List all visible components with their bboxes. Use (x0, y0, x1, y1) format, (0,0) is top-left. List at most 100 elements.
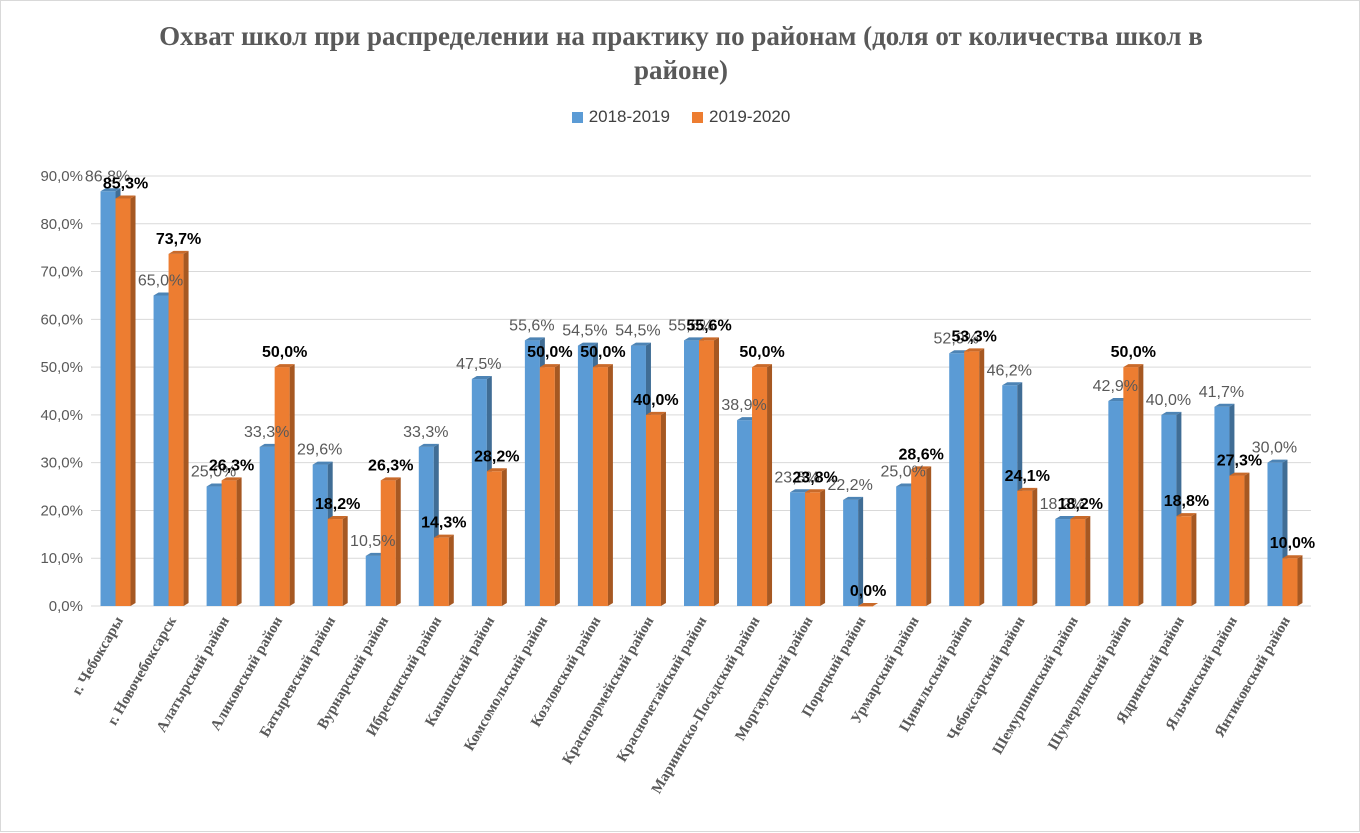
bar-top-series-1 (115, 195, 136, 199)
bar-top-series-1 (539, 364, 560, 368)
bar-top-series-0 (1002, 382, 1023, 386)
bar-series-1 (327, 519, 343, 606)
bar-side-series-1 (554, 364, 560, 606)
y-tick-label: 20,0% (40, 502, 83, 519)
bar-top-series-1 (1017, 487, 1038, 491)
bar-series-0 (365, 555, 381, 606)
x-tick-label: Красноармейский район (560, 614, 658, 767)
bar-top-series-0 (1055, 516, 1076, 520)
bar-series-0 (737, 420, 753, 606)
data-label-series-1: 53,3% (952, 328, 997, 345)
data-label-series-1: 50,0% (739, 344, 784, 361)
bar-series-1 (539, 367, 555, 606)
data-label-series-0: 40,0% (1146, 392, 1191, 409)
chart-legend: 2018-2019 2019-2020 (1, 107, 1360, 127)
bar-top-series-1 (380, 477, 401, 481)
bar-series-0 (312, 464, 328, 606)
data-label-series-1: 55,6% (686, 317, 731, 334)
bar-series-1 (752, 367, 768, 606)
bar-side-series-1 (979, 348, 985, 606)
bar-side-series-1 (448, 534, 454, 606)
data-label-series-0: 25,0% (191, 464, 236, 481)
bar-side-series-1 (1191, 513, 1197, 606)
bar-top-series-1 (1229, 472, 1250, 476)
data-label-series-0: 86,8% (85, 168, 130, 185)
bar-side-series-1 (820, 489, 826, 606)
bar-series-0 (949, 353, 965, 606)
data-label-series-0: 54,5% (615, 323, 660, 340)
bar-series-1 (380, 480, 396, 606)
bar-series-1 (221, 480, 237, 606)
bar-series-0 (1214, 406, 1230, 606)
bar-top-series-1 (1282, 555, 1303, 559)
bar-series-0 (896, 486, 912, 606)
legend-label-series-0: 2018-2019 (588, 107, 670, 126)
bar-series-0 (843, 499, 859, 606)
bar-side-series-1 (607, 364, 613, 606)
bar-series-0 (471, 379, 487, 606)
data-label-series-1: 27,3% (1217, 453, 1262, 470)
bar-top-series-0 (418, 443, 439, 447)
bar-top-series-0 (843, 496, 864, 500)
data-label-series-0: 42,9% (1093, 378, 1138, 395)
bar-series-0 (790, 492, 806, 606)
data-label-series-1: 50,0% (580, 344, 625, 361)
bar-side-series-1 (183, 250, 189, 606)
bar-top-series-1 (1123, 364, 1144, 368)
bar-top-series-1 (433, 534, 454, 538)
bar-series-0 (1108, 401, 1124, 606)
bar-top-series-1 (858, 603, 879, 606)
bar-top-series-1 (805, 489, 826, 493)
data-label-series-1: 40,0% (633, 392, 678, 409)
bar-side-series-1 (1085, 516, 1091, 606)
bar-top-series-0 (1161, 411, 1182, 415)
data-label-series-1: 50,0% (1111, 344, 1156, 361)
data-label-series-1: 24,1% (1005, 468, 1050, 485)
data-label-series-0: 55,6% (509, 317, 554, 334)
bar-series-0 (1267, 462, 1283, 606)
bar-series-0 (206, 486, 222, 606)
y-tick-label: 30,0% (40, 455, 83, 472)
bar-top-series-0 (524, 337, 545, 341)
data-label-series-0: 41,7% (1199, 384, 1244, 401)
bar-series-1 (645, 414, 661, 606)
bar-series-1 (1176, 516, 1192, 606)
data-label-series-1: 26,3% (368, 457, 413, 474)
data-label-series-0: 10,5% (350, 533, 395, 550)
legend-label-series-1: 2019-2020 (709, 107, 791, 126)
y-tick-label: 70,0% (40, 264, 83, 281)
legend-swatch-series-1 (692, 111, 703, 123)
bar-series-0 (100, 191, 116, 607)
bar-side-series-1 (289, 364, 295, 606)
bar-top-series-1 (964, 348, 985, 352)
bar-top-series-1 (274, 364, 295, 368)
data-label-series-1: 18,8% (1164, 493, 1209, 510)
bar-side-series-1 (501, 468, 507, 606)
bar-top-series-0 (1267, 459, 1288, 463)
bar-side-series-1 (1032, 487, 1038, 606)
bar-top-series-0 (577, 342, 598, 346)
bar-side-series-1 (395, 477, 401, 606)
bar-top-series-0 (1214, 403, 1235, 407)
data-label-series-0: 47,5% (456, 356, 501, 373)
bar-series-0 (259, 446, 275, 606)
bar-series-0 (577, 345, 593, 606)
bar-top-series-1 (645, 411, 666, 415)
bar-side-series-1 (714, 337, 719, 606)
bar-series-1 (911, 469, 927, 606)
data-label-series-1: 14,3% (421, 515, 466, 532)
y-tick-label: 60,0% (40, 311, 83, 328)
bar-top-series-0 (471, 376, 492, 380)
legend-item-series-0: 2018-2019 (571, 107, 670, 127)
bar-side-series-1 (1297, 555, 1303, 606)
bar-series-0 (1002, 385, 1018, 606)
bar-top-series-0 (100, 188, 121, 192)
bar-series-0 (524, 340, 540, 606)
bar-series-1 (168, 253, 184, 606)
bar-series-1 (699, 340, 714, 606)
y-tick-label: 0,0% (49, 598, 83, 615)
data-label-series-1: 26,3% (209, 457, 254, 474)
bar-side-series-1 (236, 477, 242, 606)
